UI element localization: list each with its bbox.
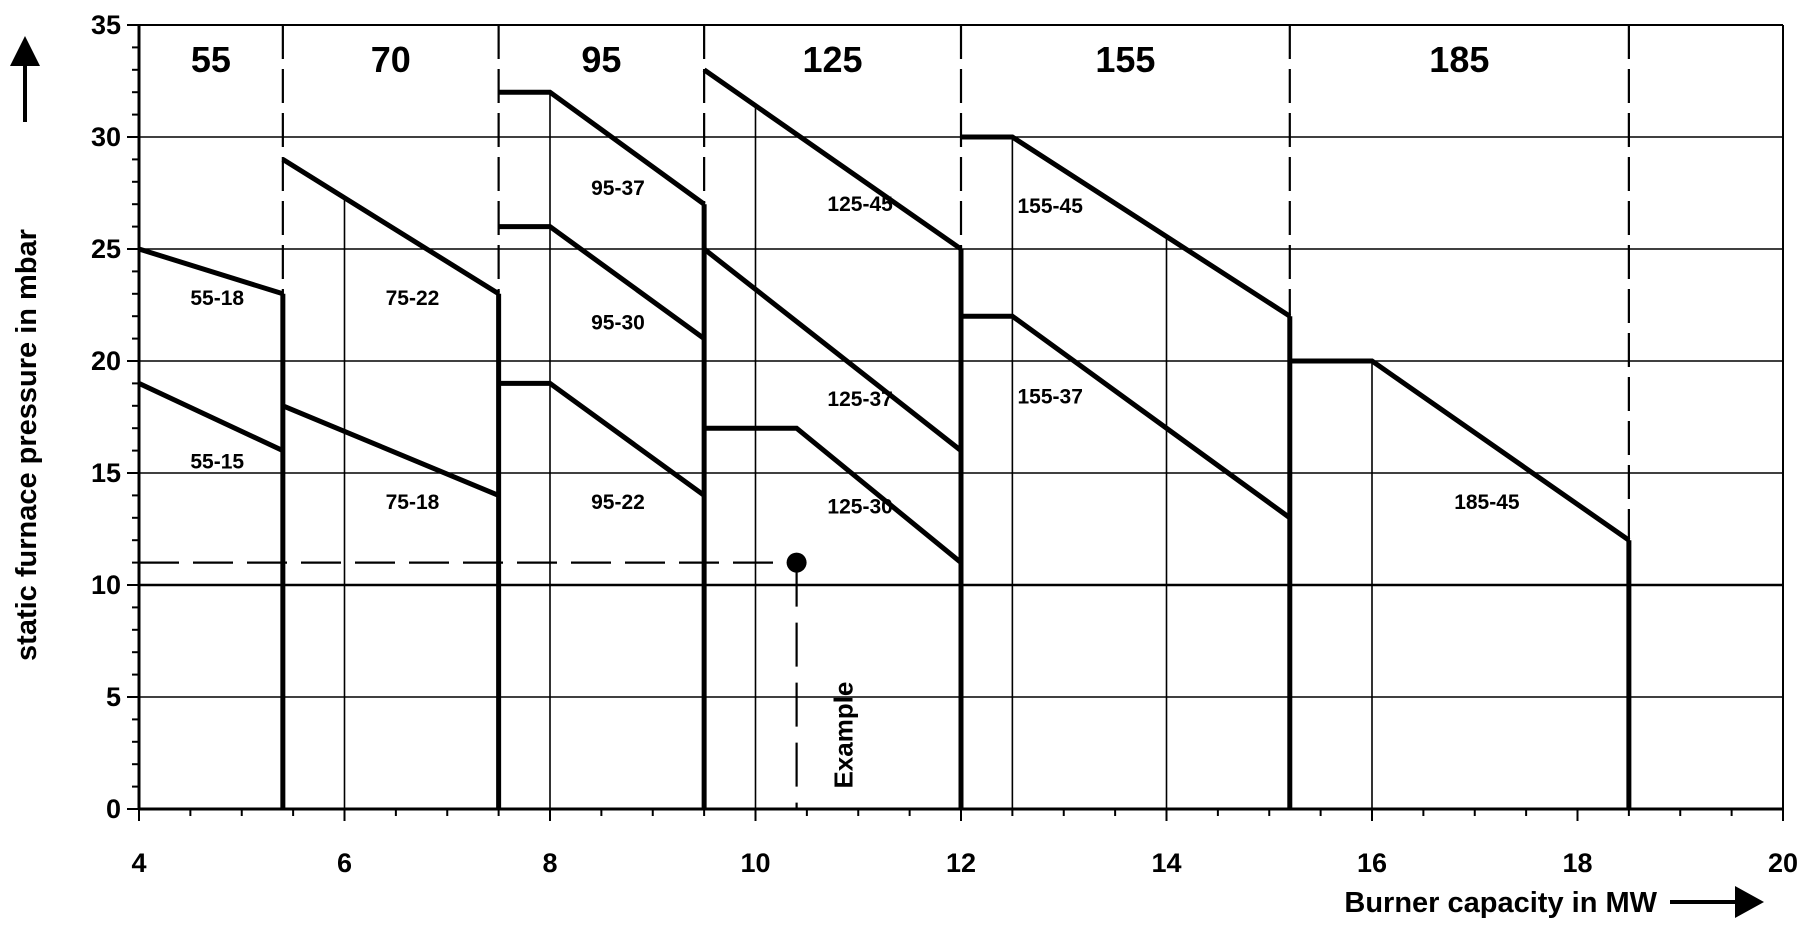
drop-lines — [343, 92, 1373, 809]
series-label-95-30: 95-30 — [591, 312, 645, 335]
example-annotation: Example — [139, 552, 859, 809]
axis-titles: Burner capacity in MW static furnace pres… — [10, 36, 1764, 919]
series-line-75-22 — [281, 157, 500, 296]
y-tick-label: 0 — [106, 794, 121, 824]
x-tick-label: 8 — [542, 848, 557, 878]
series-label-55-15: 55-15 — [190, 451, 244, 474]
y-tick-label: 35 — [91, 10, 121, 40]
size-label-185: 185 — [1429, 39, 1489, 80]
x-tick-label: 10 — [740, 848, 770, 878]
example-point — [786, 552, 807, 573]
series-line-95-37 — [498, 89, 706, 207]
series-label-125-45: 125-45 — [827, 193, 893, 216]
series-line-55-18 — [138, 246, 284, 297]
y-tick-label: 5 — [106, 682, 121, 712]
size-label-95: 95 — [581, 39, 621, 80]
series-line-75-18 — [281, 403, 500, 498]
series-lines — [137, 67, 1632, 809]
axes: 4 6 8 10 12 14 16 18 20 0 5 10 15 20 25 30 35 — [91, 10, 1798, 878]
series-line-125-37 — [702, 247, 963, 453]
x-tick-label: 12 — [946, 848, 976, 878]
series-line-95-22 — [498, 380, 706, 498]
series-label-75-22: 75-22 — [386, 287, 440, 310]
series-label-55-18: 55-18 — [190, 287, 244, 310]
series-label-125-30: 125-30 — [827, 495, 892, 518]
y-tick-label: 25 — [91, 234, 121, 264]
x-tick-label: 6 — [337, 848, 352, 878]
series-line-95-30 — [498, 224, 706, 341]
y-tick-label: 15 — [91, 458, 121, 488]
series-line-55-15 — [137, 381, 284, 453]
y-tick-label: 20 — [91, 346, 121, 376]
labels: 55-18 55-15 75-22 75-18 95-37 95-30 95-22 125-4… — [190, 39, 1520, 518]
series-label-155-37: 155-37 — [1018, 386, 1083, 409]
series-line-125-45 — [702, 67, 963, 252]
series-label-95-22: 95-22 — [591, 491, 645, 514]
series-label-95-37: 95-37 — [591, 177, 645, 200]
x-tick-label: 18 — [1562, 848, 1592, 878]
series-label-185-45: 185-45 — [1454, 491, 1520, 514]
size-label-155: 155 — [1095, 39, 1155, 80]
x-axis-arrow-head — [1735, 886, 1764, 918]
x-axis-title: Burner capacity in MW — [1344, 887, 1657, 919]
series-label-75-18: 75-18 — [386, 491, 440, 514]
series-line-155-45 — [961, 134, 1292, 319]
series-line-155-37 — [961, 313, 1292, 520]
series-line-185-45 — [1289, 358, 1631, 543]
size-label-55: 55 — [191, 39, 231, 80]
size-label-70: 70 — [371, 39, 411, 80]
series-label-125-37: 125-37 — [827, 388, 892, 411]
x-tick-label: 4 — [131, 848, 146, 878]
series-line-125-30 — [704, 425, 963, 565]
x-tick-label: 20 — [1768, 848, 1798, 878]
size-dividers — [281, 25, 1630, 809]
example-label: Example — [829, 682, 859, 789]
series-label-155-45: 155-45 — [1018, 195, 1084, 218]
x-tick-label: 16 — [1357, 848, 1387, 878]
y-axis-arrow-head — [10, 36, 40, 66]
minor-ticks — [127, 24, 1784, 821]
y-tick-label: 10 — [91, 570, 121, 600]
x-tick-label: 14 — [1151, 848, 1181, 878]
y-axis-title: static furnace pressure in mbar — [11, 229, 43, 661]
y-tick-label: 30 — [91, 122, 121, 152]
size-label-125: 125 — [803, 39, 863, 80]
